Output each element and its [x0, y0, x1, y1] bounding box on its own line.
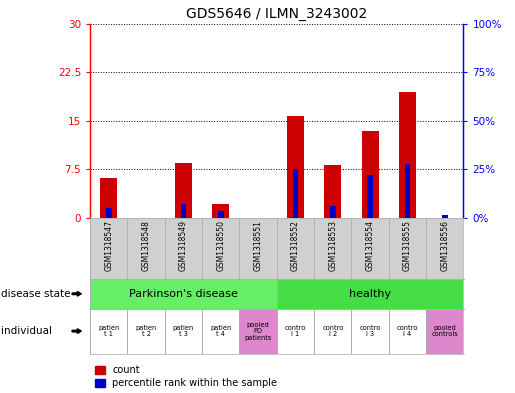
Bar — [128, 309, 165, 354]
Text: pooled
PD
patients: pooled PD patients — [245, 321, 272, 341]
Text: GSM1318552: GSM1318552 — [291, 220, 300, 271]
Bar — [239, 309, 277, 354]
Bar — [405, 163, 410, 218]
Bar — [90, 279, 277, 309]
Text: patien
t 1: patien t 1 — [98, 325, 119, 337]
Text: GSM1318553: GSM1318553 — [329, 220, 337, 271]
Bar — [106, 208, 112, 218]
Text: GSM1318551: GSM1318551 — [254, 220, 263, 271]
Text: contro
l 1: contro l 1 — [285, 325, 306, 337]
Bar — [367, 175, 373, 218]
Text: GSM1318547: GSM1318547 — [105, 220, 113, 271]
Text: GSM1318548: GSM1318548 — [142, 220, 150, 271]
Text: GSM1318549: GSM1318549 — [179, 220, 188, 271]
Bar — [175, 163, 192, 218]
Text: patien
t 4: patien t 4 — [210, 325, 231, 337]
Text: pooled
controls: pooled controls — [432, 325, 458, 337]
Bar — [212, 204, 229, 218]
Title: GDS5646 / ILMN_3243002: GDS5646 / ILMN_3243002 — [186, 7, 367, 21]
Text: patien
t 3: patien t 3 — [173, 325, 194, 337]
Bar — [442, 215, 448, 218]
Text: healthy: healthy — [349, 289, 391, 299]
Bar — [330, 206, 336, 218]
Bar — [351, 309, 389, 354]
Bar — [181, 204, 186, 218]
Text: Parkinson's disease: Parkinson's disease — [129, 289, 238, 299]
Bar — [324, 165, 341, 218]
Bar — [399, 92, 416, 218]
Bar — [389, 309, 426, 354]
Bar — [362, 130, 379, 218]
Bar — [426, 309, 464, 354]
Bar — [277, 309, 314, 354]
Text: contro
l 4: contro l 4 — [397, 325, 418, 337]
Bar — [100, 178, 117, 218]
Bar — [293, 169, 298, 218]
Text: GSM1318554: GSM1318554 — [366, 220, 374, 271]
Legend: count, percentile rank within the sample: count, percentile rank within the sample — [95, 365, 278, 388]
Text: patien
t 2: patien t 2 — [135, 325, 157, 337]
Text: contro
l 2: contro l 2 — [322, 325, 344, 337]
Text: contro
l 3: contro l 3 — [359, 325, 381, 337]
Text: GSM1318555: GSM1318555 — [403, 220, 412, 271]
Bar — [277, 279, 464, 309]
Bar — [218, 211, 224, 218]
Bar — [90, 309, 128, 354]
Text: individual: individual — [1, 326, 52, 336]
Bar — [314, 309, 351, 354]
Text: GSM1318556: GSM1318556 — [440, 220, 449, 271]
Text: GSM1318550: GSM1318550 — [216, 220, 225, 271]
Bar — [287, 116, 304, 218]
Bar — [165, 309, 202, 354]
Bar — [202, 309, 239, 354]
Text: disease state: disease state — [1, 289, 71, 299]
